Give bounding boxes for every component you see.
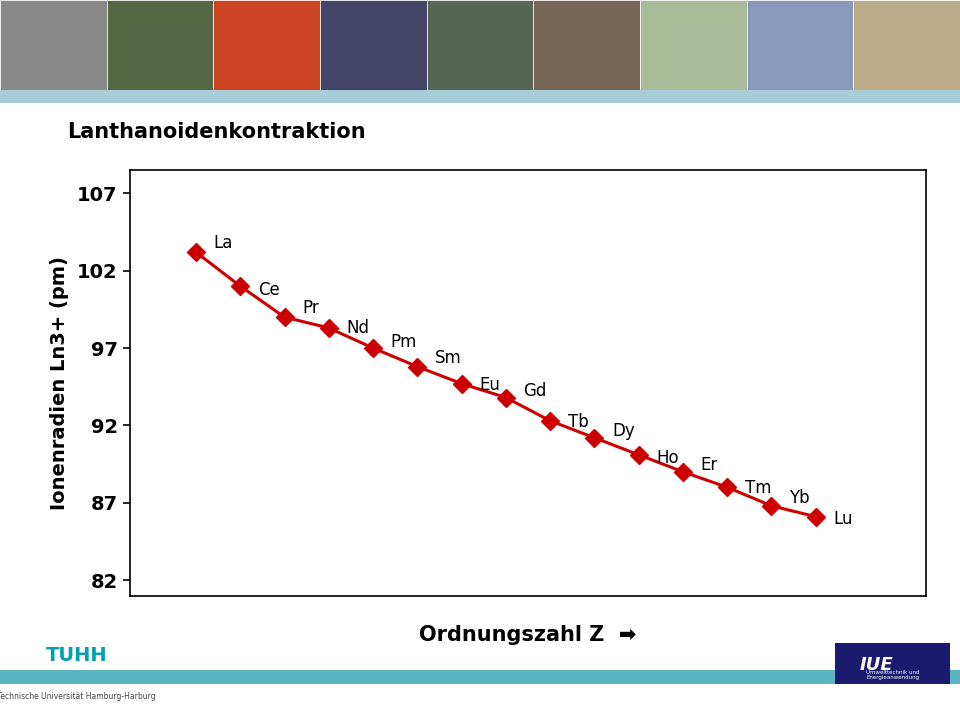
FancyBboxPatch shape	[835, 643, 950, 684]
Text: Eu: Eu	[479, 376, 500, 393]
Y-axis label: Ionenradien Ln3+ (pm): Ionenradien Ln3+ (pm)	[50, 256, 69, 510]
Text: Pr: Pr	[302, 299, 319, 317]
Bar	[0, 670, 960, 684]
Bar	[0, 91, 960, 103]
Bar	[213, 0, 320, 103]
Text: Ordnungszahl Z  ➡: Ordnungszahl Z ➡	[420, 625, 636, 644]
Text: TUHH: TUHH	[46, 647, 108, 665]
Text: Pm: Pm	[391, 333, 418, 351]
Text: Tm: Tm	[745, 479, 772, 498]
Text: IUE: IUE	[859, 656, 893, 674]
Bar	[426, 0, 534, 103]
Bar	[534, 0, 640, 103]
Text: Nd: Nd	[347, 319, 370, 337]
Text: Yb: Yb	[789, 489, 810, 507]
Text: Technische Universität Hamburg-Harburg: Technische Universität Hamburg-Harburg	[0, 692, 156, 700]
Text: Ho: Ho	[657, 449, 679, 467]
Text: Lu: Lu	[833, 510, 852, 528]
Text: Umwelttechnik und
Energieanwendung: Umwelttechnik und Energieanwendung	[866, 669, 920, 681]
Text: La: La	[214, 233, 233, 252]
Text: Lanthanoidenkontraktion: Lanthanoidenkontraktion	[67, 122, 366, 142]
Bar	[0, 0, 107, 103]
Bar	[747, 0, 853, 103]
Text: Tb: Tb	[567, 413, 588, 431]
Bar	[107, 0, 213, 103]
Bar	[320, 0, 426, 103]
Text: Er: Er	[701, 457, 718, 474]
Bar	[853, 0, 960, 103]
Text: Sm: Sm	[435, 349, 462, 367]
Text: Gd: Gd	[523, 382, 547, 400]
Text: Ce: Ce	[258, 281, 279, 298]
Bar	[640, 0, 747, 103]
Text: Dy: Dy	[612, 423, 635, 440]
